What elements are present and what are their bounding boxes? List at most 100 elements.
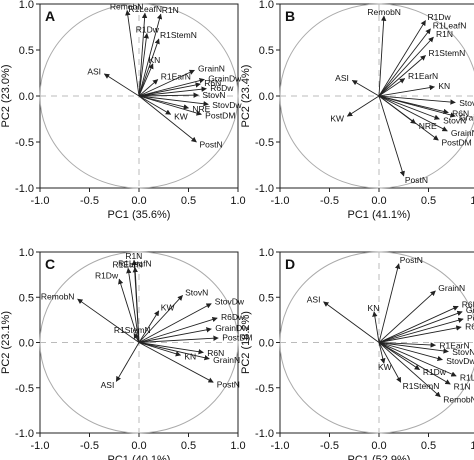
loading-label-stovn: StovN [443, 116, 466, 126]
panel-d-x-tick-label: 0.0 [371, 440, 386, 452]
panel-d-letter: D [285, 256, 295, 272]
loading-label-kw: KW [174, 112, 188, 122]
loading-label-stovdw: StovDw [212, 100, 242, 110]
panel-b-letter: B [285, 8, 295, 24]
panel-b-x-tick-label: 0.0 [371, 195, 386, 207]
loading-arrow-kn [372, 311, 380, 343]
loading-label-asi: ASI [101, 380, 115, 390]
panel-b-x-tick-label: -0.5 [320, 195, 339, 207]
loading-label-stovdw: StovDw [459, 98, 474, 108]
loading-arrow-r1stemn [133, 332, 140, 343]
panel-d: -1.0 -0.5 0.0 0.5 1.0 1.0 0.5 0.0 -0.5 -1.0 PC1 (5… [240, 247, 474, 460]
panel-b-x-tick-label: 0.5 [421, 195, 436, 207]
panel-d-x-tick-label: -0.5 [320, 440, 339, 452]
loading-arrow-asi [103, 73, 140, 97]
panel-a-x-tick-label: 1.0 [230, 195, 245, 207]
loading-label-kn: KN [438, 81, 450, 91]
loading-arrow-kw [138, 310, 160, 343]
panel-b-y-tick-label: -0.5 [255, 137, 274, 149]
loading-arrow-r1earn [138, 79, 159, 97]
loading-arrow-postdm [138, 95, 202, 116]
loading-label-graindw: GrainDw [215, 323, 249, 333]
panel-a-letter: A [45, 8, 55, 24]
panel-c-x-tick-label: 1.0 [230, 440, 245, 452]
loading-label-stovdw: StovDw [215, 297, 245, 307]
loading-arrow-grainn [138, 342, 210, 361]
loading-label-r1dw: R1Dw [95, 270, 119, 280]
loading-label-postdm: PostDM [222, 333, 252, 343]
loading-arrow-r1leafn [378, 28, 431, 97]
loading-label-grainn: GrainN [213, 355, 240, 365]
panel-d-x-tick-label: -1.0 [271, 440, 290, 452]
loading-label-grainn: GrainN [198, 63, 225, 73]
loading-arrow-stovn [138, 92, 199, 98]
loading-arrow-r1dw [138, 32, 149, 97]
panel-d-y-tick-label: 1.0 [259, 247, 274, 259]
loading-arrow-r6n [378, 95, 449, 115]
loading-label-asi: ASI [335, 73, 349, 83]
loading-label-r6n: R6N [204, 78, 221, 88]
panel-c-y-tick-label: 0.0 [19, 338, 34, 350]
loading-label-r1leafn: R1LeafN [433, 21, 467, 31]
panel-c-x-tick-label: 0.0 [131, 440, 146, 452]
panel-a-y-tick-label: 1.0 [19, 0, 34, 11]
loading-arrow-stovn [138, 295, 183, 343]
panel-a-x-tick-label: 0.0 [131, 195, 146, 207]
loading-arrow-asi [323, 301, 380, 343]
loading-label-r1n: R1N [436, 29, 453, 39]
panel-a-x-tick-label: -0.5 [80, 195, 99, 207]
panel-a-x-tick-label: 0.5 [181, 195, 196, 207]
loading-label-postdm: PostDM [467, 313, 474, 323]
loading-label-r6n: R6N [462, 300, 474, 310]
loading-label-grainn: GrainN [438, 283, 465, 293]
loading-label-kw: KW [161, 302, 175, 312]
loading-label-kw: KW [378, 362, 392, 372]
loading-label-graindw: GrainDw [208, 73, 242, 83]
loading-arrow-r6dw [378, 325, 462, 343]
panel-b-x-tick-label: -1.0 [271, 195, 290, 207]
panel-c-y-tick-label: 1.0 [19, 247, 34, 259]
panel-c-y-tick-label: 0.5 [19, 292, 34, 304]
loading-arrow-r1stemn [378, 342, 402, 383]
loading-arrow-kn [138, 63, 154, 97]
loading-label-kn: KN [368, 303, 380, 313]
panel-b-y-tick-label: 1.0 [259, 0, 274, 11]
loading-label-postdm: PostDM [205, 111, 235, 121]
panel-d-x-tick-label: 0.5 [421, 440, 436, 452]
panel-d-y-tick-label: -0.5 [255, 383, 274, 395]
loading-label-graindw: GrainDw [466, 305, 474, 315]
loading-arrow-grainn [378, 95, 448, 132]
loading-label-grainn: GrainN [451, 128, 474, 138]
panel-b-y-tick-label: -1.0 [255, 183, 274, 195]
loading-label-r6n: R6N [207, 348, 224, 358]
loading-label-r1earn: R1EarN [161, 72, 191, 82]
panel-a-y-tick-label: 0.0 [19, 91, 34, 103]
panel-b: -1.0 -0.5 0.0 0.5 1.0 1.0 0.5 0.0 -0.5 -1.0 PC1 (4… [240, 0, 474, 221]
loading-arrow-postdm [138, 335, 219, 343]
panel-a-y-tick-label: -1.0 [15, 183, 34, 195]
loading-label-r1stemn: R1StemN [160, 30, 197, 40]
loading-label-graindw: GrainDw [459, 112, 474, 122]
loading-arrow-r6n [138, 82, 201, 97]
panel-c-y-tick-label: -1.0 [15, 428, 34, 440]
panel-d-y-tick-label: -1.0 [255, 428, 274, 440]
loading-label-nre: NRE [419, 121, 437, 131]
loading-arrow-grainn [138, 69, 195, 97]
loading-label-stovn: StovN [185, 287, 208, 297]
panel-d-x-tick-label: 1.0 [470, 440, 474, 452]
loading-arrow-kw [346, 95, 380, 117]
loading-label-r1dw: R1Dw [428, 12, 452, 22]
loading-arrow-stovdw [378, 342, 443, 362]
loading-arrow-stovn [378, 342, 449, 354]
panel-a-y-tick-label: -0.5 [15, 137, 34, 149]
loading-arrow-r1earn [378, 78, 406, 97]
panel-b-y-tick-label: 0.5 [259, 45, 274, 57]
loading-arrow-r1n [138, 13, 163, 97]
loading-label-r1leafn: R1LeafN [128, 4, 162, 14]
loading-label-kn: KN [148, 55, 160, 65]
loading-arrow-postn [378, 95, 405, 177]
loading-label-remobn: RemobN [110, 1, 144, 11]
panel-c-x-axis-title: PC1 (40.1%) [108, 454, 171, 460]
loading-arrow-postdm [378, 317, 464, 343]
